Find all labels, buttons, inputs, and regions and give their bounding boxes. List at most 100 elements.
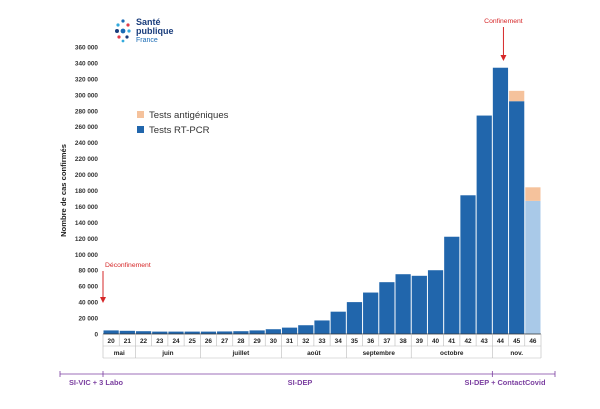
bar-rtpcr	[509, 101, 525, 334]
bar-rtpcr	[346, 302, 363, 334]
x-tick-label: 34	[335, 338, 343, 345]
x-tick-label: 20	[108, 338, 116, 345]
annotation-label: Déconfinement	[105, 262, 151, 269]
x-tick-label: 23	[156, 338, 164, 345]
bar-rtpcr	[119, 330, 135, 334]
x-tick-label: 44	[497, 338, 505, 345]
month-label: août	[307, 350, 321, 357]
x-tick-label: 36	[367, 338, 375, 345]
y-tick-label: 40 000	[78, 300, 98, 307]
bar-rtpcr	[444, 236, 460, 334]
y-tick-label: 180 000	[75, 188, 99, 195]
x-tick-label: 26	[205, 338, 213, 345]
y-tick-label: 100 000	[75, 252, 99, 259]
x-tick-label: 41	[448, 338, 456, 345]
y-tick-label: 320 000	[75, 76, 99, 83]
y-tick-label: 140 000	[75, 220, 99, 227]
bar-rtpcr	[525, 200, 541, 334]
bar-rtpcr	[184, 331, 200, 334]
x-tick-label: 30	[270, 338, 278, 345]
x-tick-label: 27	[221, 338, 229, 345]
x-tick-label: 32	[302, 338, 310, 345]
y-tick-label: 0	[94, 332, 98, 339]
y-tick-label: 300 000	[75, 92, 99, 99]
x-tick-label: 40	[432, 338, 440, 345]
bar-rtpcr	[314, 320, 330, 334]
bar-rtpcr	[281, 327, 298, 334]
month-label: juin	[161, 350, 173, 357]
y-tick-label: 240 000	[75, 140, 99, 147]
bar-rtpcr	[330, 311, 346, 334]
x-tick-label: 22	[140, 338, 148, 345]
bar-rtpcr	[152, 331, 168, 334]
bar-rtpcr	[103, 330, 119, 334]
logo-dots-icon	[115, 19, 131, 43]
month-label: mai	[114, 350, 125, 357]
bar-rtpcr	[411, 275, 427, 334]
x-tick-label: 37	[383, 338, 391, 345]
legend-label: Tests RT-PCR	[149, 125, 210, 136]
bar-antigen	[525, 187, 541, 201]
bar-rtpcr	[395, 274, 411, 334]
bar-rtpcr	[363, 292, 379, 334]
y-tick-label: 80 000	[78, 268, 98, 275]
month-label: juillet	[232, 350, 251, 357]
bar-rtpcr	[135, 331, 152, 334]
bar-rtpcr	[168, 331, 184, 334]
bar-rtpcr	[249, 330, 265, 334]
y-tick-label: 360 000	[75, 45, 99, 52]
y-tick-label: 60 000	[78, 284, 98, 291]
month-label: octobre	[440, 350, 464, 357]
annotation-label: Confinement	[484, 18, 523, 25]
system-label: SI-DEP + ContactCovid	[465, 378, 546, 387]
x-tick-label: 45	[513, 338, 521, 345]
x-tick-label: 29	[254, 338, 262, 345]
x-tick-label: 35	[351, 338, 359, 345]
legend-label: Tests antigéniques	[149, 110, 229, 121]
bar-rtpcr	[298, 325, 314, 334]
logo-line-1: Santé	[136, 17, 161, 27]
y-tick-label: 20 000	[78, 316, 98, 323]
x-tick-label: 39	[416, 338, 424, 345]
x-tick-label: 43	[481, 338, 489, 345]
x-tick-label: 46	[529, 338, 537, 345]
bar-rtpcr	[265, 329, 281, 334]
annotation-arrow-head	[100, 297, 106, 303]
x-tick-label: 42	[464, 338, 472, 345]
sante-publique-france-logo: Santé publique France	[114, 18, 174, 45]
annotation-arrow-head	[500, 55, 507, 61]
x-tick-label: 28	[237, 338, 245, 345]
bar-rtpcr	[492, 67, 509, 334]
x-tick-label: 31	[286, 338, 294, 345]
y-tick-label: 120 000	[75, 236, 99, 243]
system-label: SI-DEP	[288, 378, 313, 387]
bar-rtpcr	[233, 331, 249, 334]
y-tick-label: 280 000	[75, 108, 99, 115]
bar-rtpcr	[460, 195, 476, 334]
bar-rtpcr	[476, 115, 492, 334]
bar-rtpcr	[217, 331, 233, 334]
logo-line-3: France	[136, 37, 158, 44]
x-tick-label: 38	[400, 338, 408, 345]
y-tick-label: 260 000	[75, 124, 99, 131]
bar-rtpcr	[427, 270, 444, 334]
y-axis-title: Nombre de cas confirmés	[59, 144, 68, 237]
y-tick-label: 340 000	[75, 60, 99, 67]
x-tick-label: 24	[172, 338, 180, 345]
month-label: nov.	[510, 350, 523, 357]
y-tick-label: 200 000	[75, 172, 99, 179]
system-label: SI-VIC + 3 Labo	[69, 378, 123, 387]
bar-rtpcr	[200, 331, 217, 334]
x-tick-label: 25	[189, 338, 197, 345]
legend-swatch	[137, 126, 144, 133]
y-tick-label: 220 000	[75, 156, 99, 163]
y-tick-label: 160 000	[75, 204, 99, 211]
bar-rtpcr	[379, 282, 395, 334]
x-tick-label: 33	[318, 338, 326, 345]
month-label: septembre	[363, 350, 396, 357]
logo-line-2: publique	[136, 26, 174, 36]
bar-antigen	[509, 90, 525, 102]
x-tick-label: 21	[124, 338, 132, 345]
